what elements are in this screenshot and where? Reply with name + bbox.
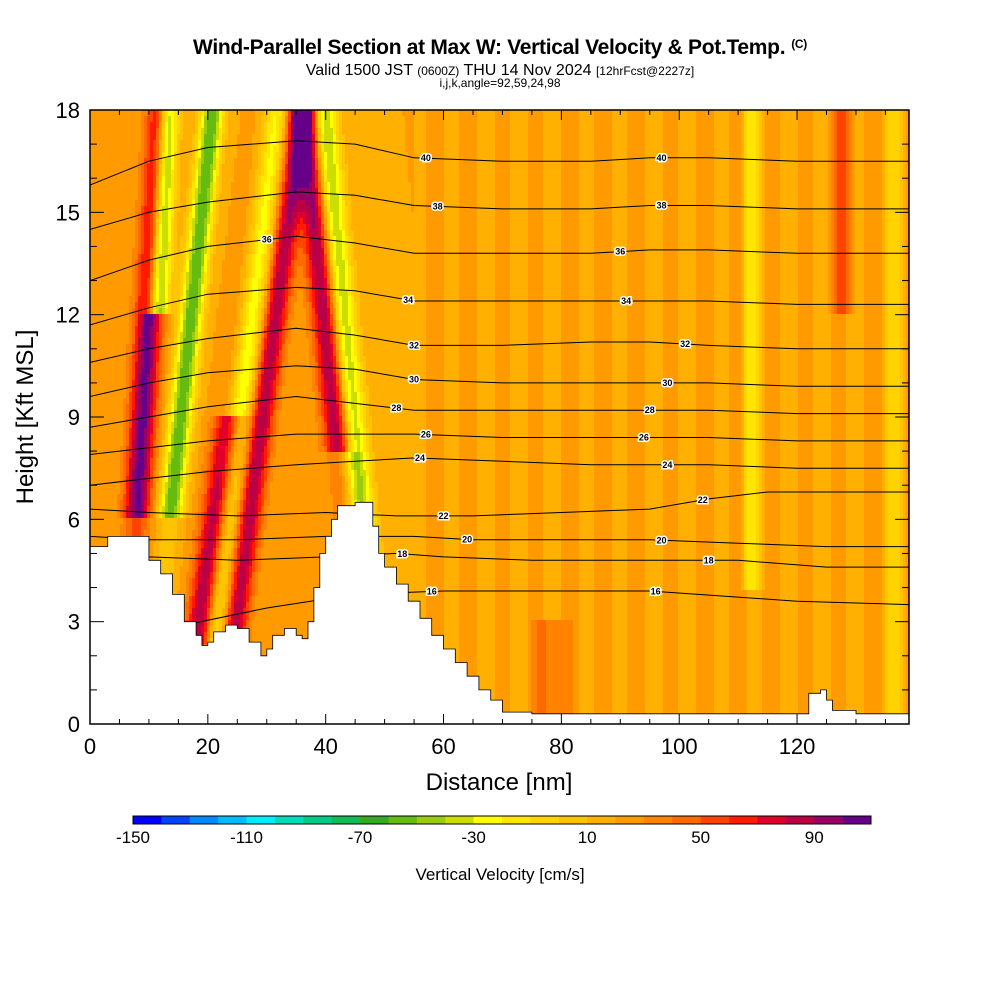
theta-label-36: 36 (615, 247, 625, 257)
chart-subtitle: Valid 1500 JST (0600Z) THU 14 Nov 2024 [… (0, 62, 1000, 80)
theta-contour-28 (90, 395, 909, 428)
valid-utc: (0600Z) (417, 64, 459, 78)
colorbar-tick-label: 90 (805, 828, 824, 847)
theta-label-16: 16 (651, 586, 661, 596)
theta-contours (90, 140, 909, 636)
theta-label-34: 34 (621, 296, 631, 306)
theta-contour-24 (90, 457, 909, 486)
grid-info: i,j,k,angle=92,59,24,98 (0, 76, 1000, 90)
theta-contour-16 (142, 590, 909, 636)
x-tick-label: 100 (661, 734, 698, 759)
theta-label-24: 24 (415, 453, 425, 463)
x-tick-label: 0 (84, 734, 96, 759)
theta-contour-20 (90, 535, 909, 548)
x-tick-label: 40 (313, 734, 337, 759)
theta-label-20: 20 (462, 534, 472, 544)
theta-label-26: 26 (421, 430, 431, 440)
valid-time: Valid 1500 JST (306, 62, 413, 79)
colorbar-tick-label: 10 (578, 828, 597, 847)
theta-contour-26 (90, 433, 909, 455)
y-tick-label: 15 (56, 200, 80, 225)
theta-label-30: 30 (662, 378, 672, 388)
colorbar-tick-label: 50 (691, 828, 710, 847)
theta-contour-18 (90, 552, 909, 568)
theta-label-28: 28 (645, 405, 655, 415)
theta-contour-40 (90, 140, 909, 186)
y-axis-title: Height [Kft MSL] (12, 330, 39, 505)
copyright-mark: (C) (791, 37, 807, 51)
theta-contour-30 (90, 365, 909, 397)
theta-label-40: 40 (657, 153, 667, 163)
y-tick-label: 6 (68, 507, 80, 532)
theta-label-40: 40 (421, 153, 431, 163)
forecast-info: [12hrFcst@2227z] (596, 64, 694, 78)
theta-contour-38 (90, 191, 909, 230)
theta-label-38: 38 (657, 201, 667, 211)
theta-label-16: 16 (427, 586, 437, 596)
theta-label-32: 32 (680, 339, 690, 349)
y-tick-label: 3 (68, 610, 80, 635)
chart-title-text: Wind-Parallel Section at Max W: Vertical… (193, 36, 786, 59)
chart-title: Wind-Parallel Section at Max W: Vertical… (0, 36, 1000, 60)
y-tick-label: 18 (56, 98, 80, 123)
vertical-velocity-field (90, 110, 909, 724)
colorbar-tick-label: -70 (348, 828, 373, 847)
theta-label-18: 18 (704, 555, 714, 565)
theta-label-26: 26 (639, 432, 649, 442)
theta-label-38: 38 (433, 201, 443, 211)
theta-label-36: 36 (262, 235, 272, 245)
x-tick-label: 60 (431, 734, 455, 759)
x-tick-label: 120 (779, 734, 816, 759)
colorbar: -150 -110 -70 -30 10 50 90 (116, 815, 872, 847)
colorbar-tick-label: -110 (230, 828, 263, 847)
x-tick-label: 80 (549, 734, 573, 759)
theta-label-30: 30 (409, 374, 419, 384)
theta-label-18: 18 (397, 549, 407, 559)
y-tick-label: 0 (68, 712, 80, 737)
x-tick-label: 20 (196, 734, 220, 759)
theta-contour-34 (90, 286, 909, 326)
y-tick-label: 9 (68, 405, 80, 430)
theta-label-22: 22 (439, 511, 449, 521)
theta-label-20: 20 (657, 535, 667, 545)
colorbar-title: Vertical Velocity [cm/s] (415, 865, 584, 884)
terrain-mask (89, 501, 910, 725)
colorbar-tick-label: -30 (461, 828, 486, 847)
theta-contour-32 (90, 327, 909, 363)
theta-label-34: 34 (403, 295, 413, 305)
theta-label-22: 22 (698, 495, 708, 505)
y-tick-label: 12 (56, 303, 80, 328)
theta-contour-36 (90, 235, 909, 282)
valid-date: THU 14 Nov 2024 (463, 62, 591, 79)
theta-label-24: 24 (662, 460, 672, 470)
theta-label-32: 32 (409, 340, 419, 350)
colorbar-tick-label: -150 (116, 828, 150, 847)
theta-contour-22 (90, 491, 909, 517)
x-axis-title: Distance [nm] (426, 769, 573, 796)
theta-contour-labels: 16 16 18 18 20 20 22 22 24 24 26 26 28 28 30 30 32 32 34 34… (260, 151, 715, 598)
theta-label-28: 28 (391, 403, 401, 413)
